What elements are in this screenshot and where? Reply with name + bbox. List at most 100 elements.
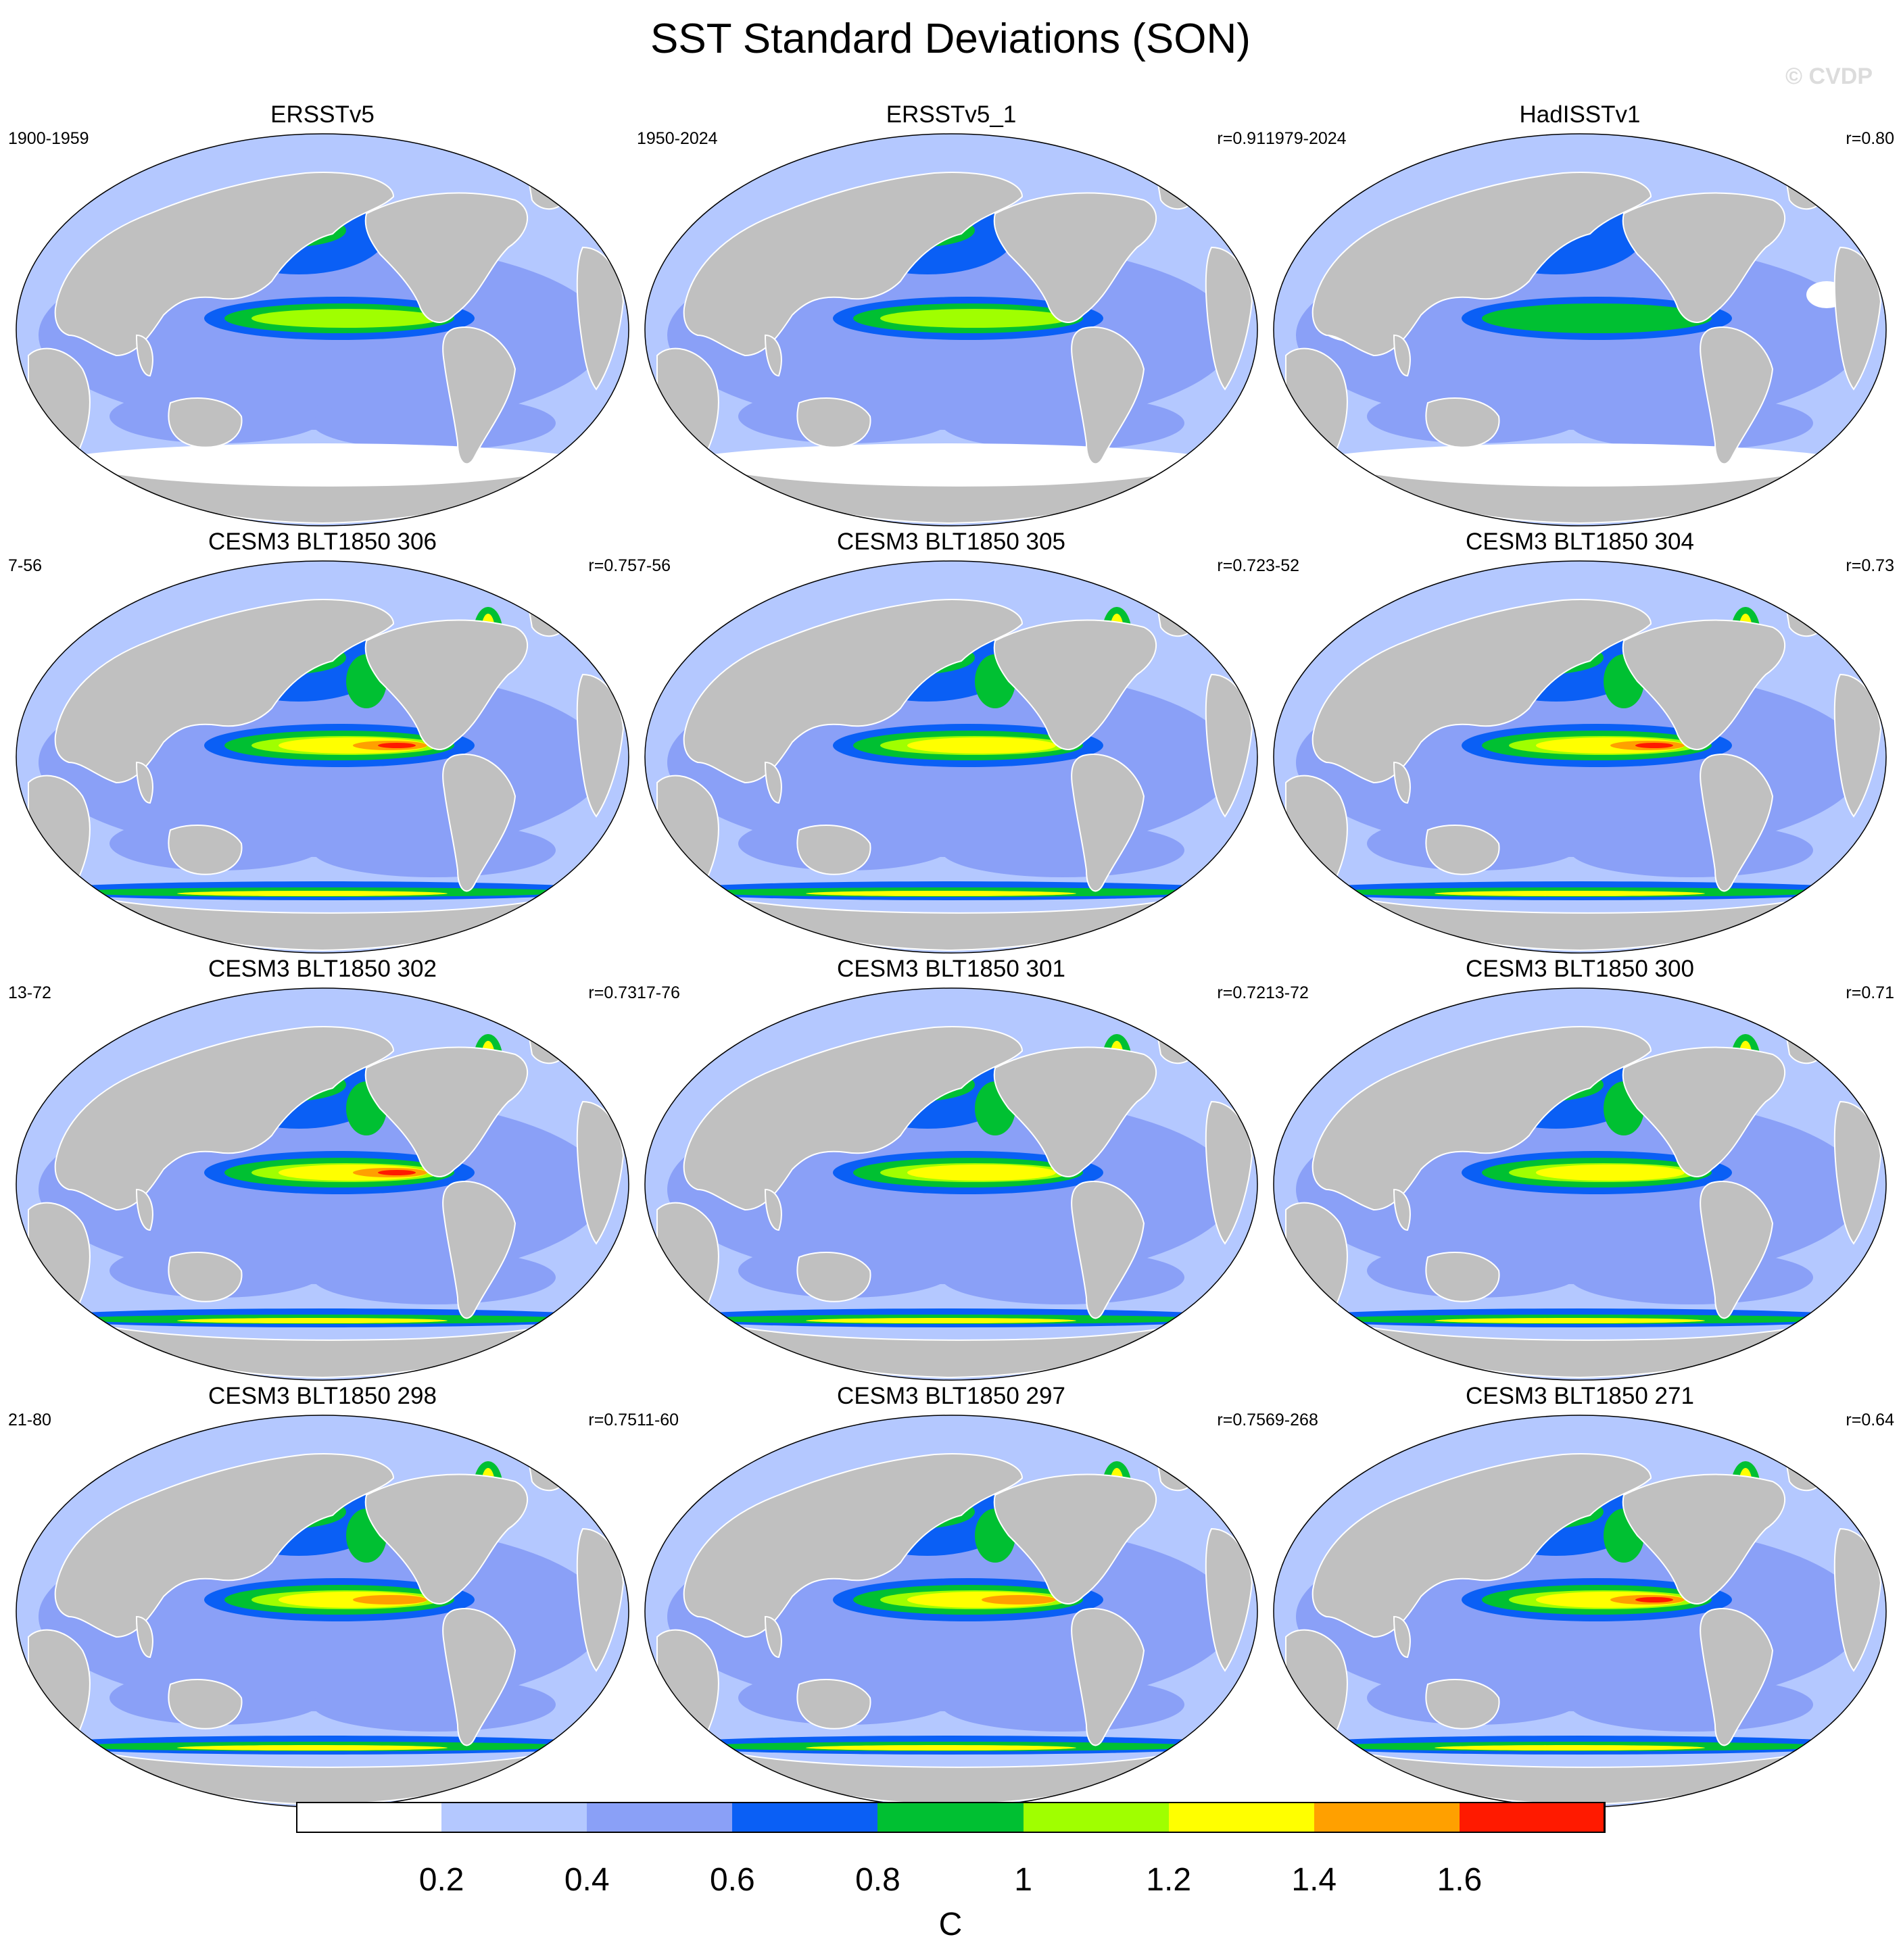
panel-correlation: r=0.71 (1846, 983, 1894, 1002)
panel-title: CESM3 BLT1850 304 (1466, 529, 1694, 555)
land-mass (1425, 1251, 1500, 1302)
land-mass (1425, 824, 1500, 875)
land-mass (683, 599, 1024, 784)
land-mass (442, 326, 516, 465)
map-panel: HadISSTv1 1979-2024 r=0.80 (1266, 100, 1894, 533)
panel-period: 1900-1959 (8, 129, 89, 148)
sst-contour (880, 309, 1069, 328)
sst-contour (251, 309, 441, 328)
colorbar-tick-label: 0.6 (709, 1862, 755, 1898)
land-mass (764, 1615, 782, 1659)
map-panel: CESM3 BLT1850 297 11-60 r=0.75 (637, 1381, 1266, 1814)
panel-period: 1950-2024 (637, 129, 718, 148)
sst-map (1272, 132, 1887, 527)
land-mass (168, 397, 243, 448)
colorbar-tick-label: 1.2 (1146, 1862, 1192, 1898)
colorbar-swatch (1459, 1802, 1606, 1833)
sst-contour (1570, 1677, 1813, 1732)
land-mass (168, 824, 243, 875)
map-panel: CESM3 BLT1850 302 13-72 r=0.73 (8, 954, 637, 1387)
land-mass (1622, 1473, 1785, 1604)
sst-contour (1435, 891, 1705, 896)
panel-title: CESM3 BLT1850 271 (1466, 1383, 1694, 1409)
land-mass (135, 1188, 153, 1231)
cvdp-watermark: © CVDP (1785, 64, 1873, 89)
colorbar-unit: C (938, 1907, 963, 1942)
land-mass (1700, 1608, 1774, 1746)
land-mass (168, 1678, 243, 1730)
land-mass (1071, 1181, 1145, 1319)
land-mass (1312, 1453, 1652, 1638)
sst-contour (1570, 1250, 1813, 1304)
sst-map (15, 1414, 630, 1809)
land-mass (1393, 1615, 1411, 1659)
panel-correlation: r=0.72 (1217, 983, 1266, 1002)
colorbar-tick-label: 0.4 (564, 1862, 610, 1898)
sst-map (15, 132, 630, 527)
map-panel: CESM3 BLT1850 300 13-72 r=0.71 (1266, 954, 1894, 1387)
land-mass (364, 192, 528, 323)
land-mass (135, 334, 153, 377)
sst-map (1272, 1414, 1887, 1809)
land-mass (1700, 1181, 1774, 1319)
land-mass (764, 761, 782, 804)
land-mass (54, 1453, 395, 1638)
panel-title: ERSSTv5 (270, 101, 375, 128)
land-mass (683, 1453, 1024, 1638)
panel-period: 11-60 (637, 1411, 679, 1429)
panel-correlation: r=0.73 (1846, 556, 1894, 575)
land-mass (1312, 599, 1652, 784)
map-outline (1273, 560, 1887, 954)
panel-period: 13-72 (8, 983, 51, 1002)
panel-period: 3-52 (1266, 556, 1300, 575)
colorbar-tick-label: 1.4 (1291, 1862, 1337, 1898)
map-outline (16, 560, 629, 954)
map-panel: CESM3 BLT1850 301 17-76 r=0.72 (637, 954, 1266, 1387)
sst-map (644, 987, 1259, 1381)
land-mass (993, 192, 1157, 323)
sst-map (1272, 560, 1887, 954)
sst-contour (177, 1318, 448, 1323)
panel-period: 7-56 (637, 556, 671, 575)
colorbar-swatch (1314, 1802, 1460, 1833)
colorbar-swatch (587, 1802, 733, 1833)
sst-contour (806, 1745, 1076, 1750)
map-outline (644, 133, 1258, 526)
land-mass (1393, 1188, 1411, 1231)
sst-contour (1482, 303, 1712, 333)
sst-map (15, 560, 630, 954)
land-mass (135, 1615, 153, 1659)
colorbar (296, 1802, 1606, 1834)
land-mass (442, 1608, 516, 1746)
land-mass (683, 172, 1024, 357)
colorbar-tick-label: 0.2 (418, 1862, 464, 1898)
sst-contour (312, 396, 556, 450)
land-mass (1425, 397, 1500, 448)
panel-title: CESM3 BLT1850 301 (837, 956, 1065, 982)
sst-contour (1635, 743, 1673, 748)
sst-map (644, 1414, 1259, 1809)
land-mass (796, 1251, 871, 1302)
land-mass (1393, 761, 1411, 804)
land-mass (1071, 1608, 1145, 1746)
colorbar-swatch (732, 1802, 879, 1833)
colorbar-tick-label: 1 (1014, 1862, 1032, 1898)
map-outline (1273, 133, 1887, 526)
map-panel: CESM3 BLT1850 271 69-268 r=0.64 (1266, 1381, 1894, 1814)
sst-contour (177, 891, 448, 896)
land-mass (54, 172, 395, 357)
land-mass (1700, 326, 1774, 465)
panel-period: 17-76 (637, 983, 680, 1002)
sst-contour (1435, 1745, 1705, 1750)
sst-contour (1570, 396, 1813, 450)
colorbar-swatch (1168, 1802, 1315, 1833)
sst-contour (941, 823, 1184, 877)
map-panel: CESM3 BLT1850 305 7-56 r=0.72 (637, 527, 1266, 960)
map-panel: ERSSTv5_1 1950-2024 r=0.91 (637, 100, 1266, 533)
land-mass (168, 1251, 243, 1302)
panel-title: CESM3 BLT1850 300 (1466, 956, 1694, 982)
land-mass (1622, 1046, 1785, 1177)
colorbar-swatch (877, 1802, 1024, 1833)
land-mass (796, 824, 871, 875)
land-mass (1622, 619, 1785, 750)
